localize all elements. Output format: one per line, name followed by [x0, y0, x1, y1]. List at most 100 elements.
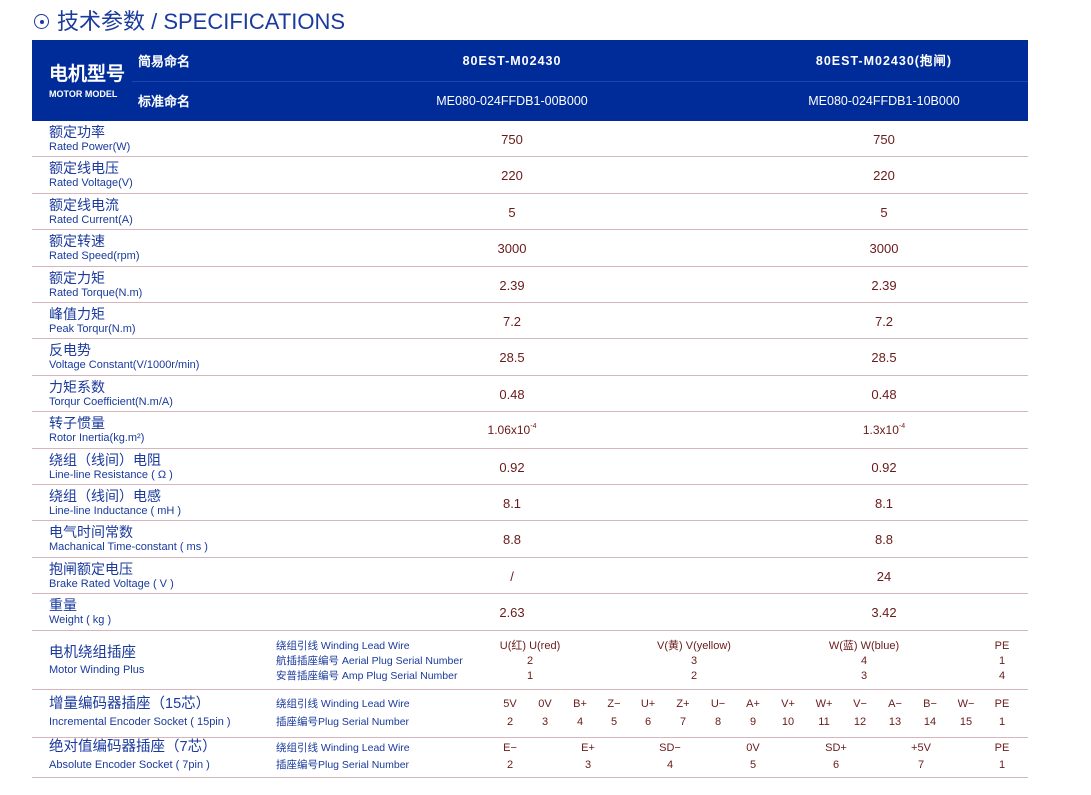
- spec-value: 750: [501, 132, 523, 147]
- plug-value: 7: [679, 716, 687, 728]
- plug-value: 3: [690, 655, 698, 667]
- plug-section: 绝对值编码器插座（7芯） Absolute Encoder Socket ( 7p…: [32, 738, 1028, 778]
- plug-value: 3: [541, 716, 549, 728]
- spec-value: /: [510, 569, 514, 584]
- plug-value: 15: [959, 716, 973, 728]
- spec-value-text: 1.3x10: [862, 423, 899, 438]
- spec-name-en: Machanical Time-constant ( ms ): [49, 541, 208, 554]
- spec-name-en: Rated Torque(N.m): [49, 286, 143, 299]
- plug-name-zh: 绝对值编码器插座（7芯）: [49, 739, 217, 755]
- plug-section: 增量编码器插座（15芯） Incremental Encoder Socket (…: [32, 690, 1028, 738]
- plug-name-zh: 增量编码器插座（15芯）: [49, 696, 211, 712]
- plug-value: 4: [576, 716, 584, 728]
- spec-value-text: 3.42: [871, 605, 897, 621]
- spec-value: 750: [873, 132, 895, 147]
- spec-value-text: 5: [508, 204, 516, 220]
- plug-row-label: 插座编号Plug Serial Number: [276, 759, 410, 771]
- spec-value-text: 28.5: [871, 350, 897, 366]
- plug-value: 0V: [746, 742, 760, 754]
- plug-value: 4: [860, 655, 868, 667]
- spec-value: 5: [508, 205, 515, 220]
- spec-value: 2.39: [871, 278, 896, 293]
- spec-row: 抱闸额定电压 Brake Rated Voltage ( V ) / 24: [32, 558, 1028, 595]
- spec-value-text: 24: [876, 568, 892, 584]
- plug-value: A+: [746, 698, 760, 710]
- spec-value-text: 5: [880, 204, 888, 220]
- table-header: 电机型号 MOTOR MODEL 简易命名 标准命名 80EST-M02430 …: [32, 40, 1028, 121]
- spec-name-en: Rated Current(A): [49, 213, 133, 226]
- plug-value: 2: [526, 655, 534, 667]
- spec-value: 0.92: [499, 460, 524, 475]
- plug-value: 10: [781, 716, 795, 728]
- spec-row: 转子惯量 Rotor Inertia(kg.m²) 1.06x10-4 1.3x10-…: [32, 412, 1028, 449]
- spec-row: 力矩系数 Torqur Coefficient(N.m/A) 0.48 0.48: [32, 376, 1028, 413]
- plug-value: 11: [818, 716, 830, 728]
- plug-value: U−: [710, 698, 726, 710]
- plug-value: 6: [644, 716, 652, 728]
- spec-name-en: Peak Torqur(N.m): [49, 323, 136, 335]
- plug-value: 2: [506, 716, 514, 728]
- plug-value: 1: [998, 655, 1006, 667]
- spec-value: 5: [880, 205, 887, 220]
- plug-value: 5: [749, 759, 757, 771]
- spec-name-zh: 峰值力矩: [49, 306, 105, 322]
- plug-value: V−: [853, 698, 867, 710]
- spec-value: 1.3x10-4: [863, 423, 905, 438]
- spec-value: 28.5: [499, 350, 524, 365]
- spec-value: 220: [501, 168, 523, 183]
- plug-row-label: 航插插座编号 Aerial Plug Serial Number: [276, 655, 463, 667]
- plug-value: Z−: [607, 698, 621, 710]
- spec-row: 重量 Weight ( kg ) 2.63 3.42: [32, 594, 1028, 631]
- plug-value: 3: [584, 759, 592, 771]
- spec-row: 峰值力矩 Peak Torqur(N.m) 7.2 7.2: [32, 303, 1028, 340]
- exponent: -4: [530, 423, 537, 431]
- plug-value: 4: [998, 670, 1006, 682]
- spec-row: 反电势 Voltage Constant(V/1000r/min) 28.5 28.5: [32, 339, 1028, 376]
- spec-value: 1.06x10-4: [488, 423, 537, 438]
- plug-row-label: 绕组引线 Winding Lead Wire: [276, 698, 410, 710]
- spec-row: 绕组（线间）电阻 Line-line Resistance ( Ω ) 0.92 0.…: [32, 449, 1028, 485]
- spec-row: 额定功率 Rated Power(W) 750 750: [32, 121, 1028, 158]
- spec-name-zh: 额定线电流: [49, 196, 119, 213]
- plug-value: 8: [714, 716, 722, 728]
- plug-value: PE: [994, 698, 1010, 710]
- plug-value: W−: [957, 698, 975, 710]
- spec-name-en: Torqur Coefficient(N.m/A): [49, 395, 173, 408]
- plug-name-en: Motor Winding Plus: [49, 664, 145, 676]
- standard-name-label: 标准命名: [138, 94, 191, 109]
- spec-value: 0.48: [871, 387, 896, 402]
- spec-name-en: Rated Speed(rpm): [49, 250, 140, 263]
- spec-value: 220: [873, 168, 895, 183]
- spec-value: 28.5: [871, 350, 896, 365]
- spec-name-zh: 额定力矩: [49, 269, 105, 286]
- plug-section: 电机绕组插座 Motor Winding Plus 绕组引线 Winding Lea…: [32, 632, 1028, 690]
- plug-value: 3: [860, 670, 868, 682]
- plug-value: SD−: [659, 742, 681, 754]
- plug-value: 1: [998, 716, 1006, 728]
- spec-value-text: 2.39: [871, 277, 897, 293]
- plug-value: +5V: [911, 742, 931, 754]
- spec-value: 3000: [498, 241, 527, 256]
- plug-name-en: Absolute Encoder Socket ( 7pin ): [49, 759, 210, 771]
- plug-value: 6: [832, 759, 840, 771]
- spec-value-text: /: [510, 568, 514, 584]
- spec-value-text: 0.92: [871, 459, 897, 475]
- spec-value-text: 220: [873, 168, 895, 184]
- plug-value: 13: [888, 716, 902, 728]
- spec-row: 绕组（线间）电感 Line-line Inductance ( mH ) 8.1 8.…: [32, 485, 1028, 522]
- spec-name-zh: 抱闸额定电压: [49, 560, 133, 577]
- plug-value: U(红) U(red): [499, 640, 561, 652]
- spec-value-text: 2.63: [499, 605, 525, 621]
- spec-name-zh: 绕组（线间）电阻: [49, 451, 161, 468]
- plug-value: 14: [923, 716, 937, 728]
- exponent: -4: [898, 423, 906, 431]
- plug-value: A−: [888, 698, 902, 710]
- circle-dot-icon: [34, 14, 49, 30]
- spec-value-text: 8.1: [874, 496, 894, 511]
- spec-name-en: Weight ( kg ): [49, 614, 112, 627]
- plug-value: 2: [506, 759, 514, 771]
- spec-value: 24: [877, 569, 891, 584]
- spec-value-text: 750: [873, 132, 895, 147]
- plug-name-en: Incremental Encoder Socket ( 15pin ): [49, 716, 231, 728]
- plug-value: U+: [640, 698, 656, 710]
